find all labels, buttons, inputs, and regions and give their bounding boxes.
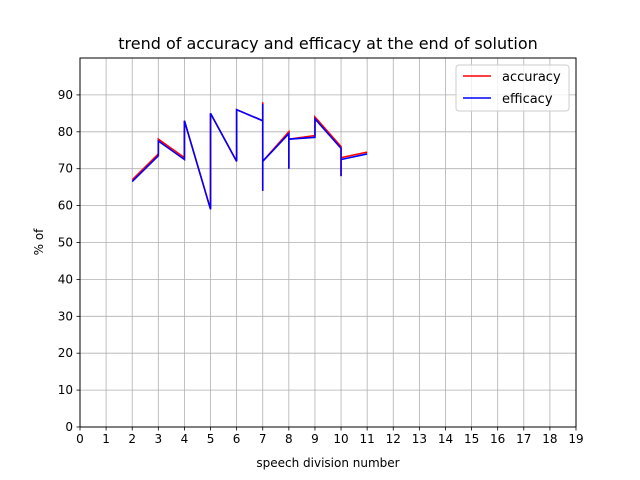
y-axis-label: % of: [32, 228, 46, 256]
legend-label-accuracy: accuracy: [502, 70, 561, 85]
series-line-efficacy: [131, 104, 368, 210]
x-tick-label: 13: [412, 432, 427, 446]
chart-title: trend of accuracy and efficacy at the en…: [118, 34, 538, 53]
x-tick-label: 10: [333, 432, 348, 446]
y-tick-label: 20: [58, 346, 73, 360]
x-tick-label: 5: [207, 432, 215, 446]
x-tick-label: 7: [259, 432, 267, 446]
x-tick-label: 3: [154, 432, 162, 446]
x-tick-label: 4: [181, 432, 189, 446]
x-axis: 0 1 2 3 4 5 6 7 8 9 10 11 12 13 14 15 16 17 18 19: [76, 427, 584, 446]
x-tick-label: 14: [438, 432, 453, 446]
y-tick-label: 60: [58, 199, 73, 213]
x-tick-label: 9: [311, 432, 319, 446]
x-tick-label: 8: [285, 432, 293, 446]
x-tick-label: 6: [233, 432, 241, 446]
x-tick-label: 12: [386, 432, 401, 446]
y-tick-label: 10: [58, 383, 73, 397]
legend-label-efficacy: efficacy: [502, 92, 553, 107]
x-tick-label: 0: [76, 432, 84, 446]
y-tick-label: 80: [58, 125, 73, 139]
y-tick-label: 40: [58, 272, 73, 286]
y-axis: 0 10 20 30 40 50 60 70 80 90: [58, 88, 80, 434]
y-tick-label: 70: [58, 162, 73, 176]
legend: accuracy efficacy: [455, 64, 570, 112]
y-tick-label: 0: [65, 420, 73, 434]
x-tick-label: 18: [542, 432, 557, 446]
x-tick-label: 15: [464, 432, 479, 446]
x-tick-label: 17: [516, 432, 531, 446]
x-axis-label: speech division number: [256, 456, 399, 470]
x-tick-label: 11: [360, 432, 375, 446]
y-tick-label: 90: [58, 88, 73, 102]
x-tick-label: 1: [102, 432, 110, 446]
series-layer: [131, 102, 368, 210]
y-tick-label: 50: [58, 236, 73, 250]
y-tick-label: 30: [58, 309, 73, 323]
x-tick-label: 2: [128, 432, 136, 446]
x-tick-label: 19: [568, 432, 583, 446]
x-tick-label: 16: [490, 432, 505, 446]
